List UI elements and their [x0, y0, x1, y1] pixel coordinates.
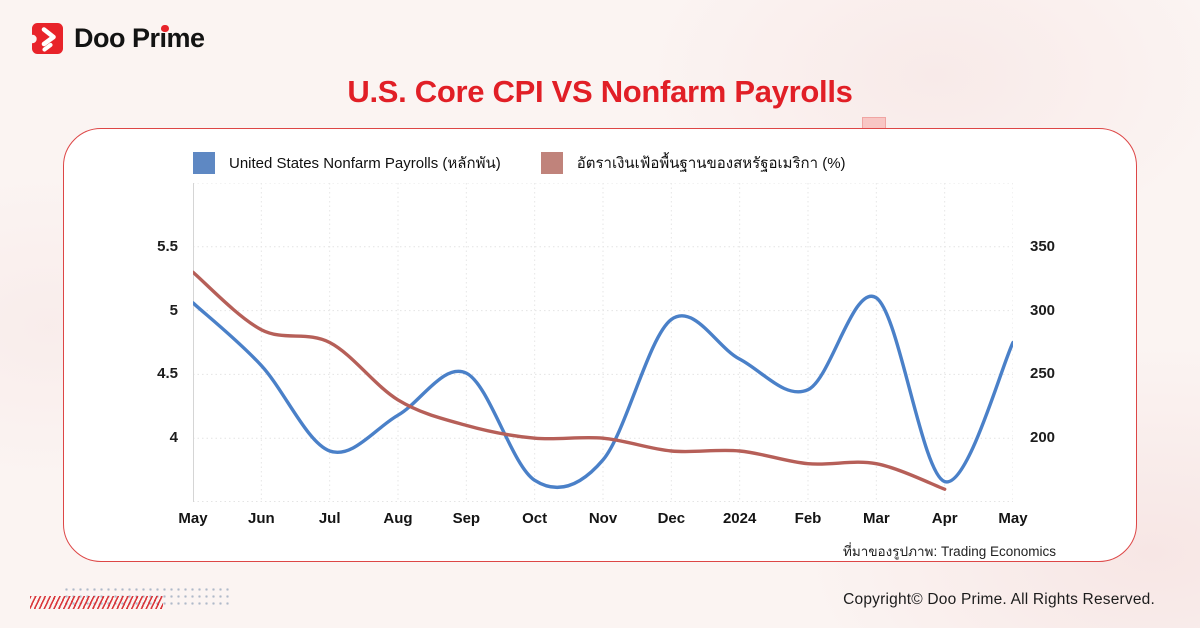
x-axis-label: Sep — [452, 510, 481, 527]
decorative-pink-tab — [862, 117, 886, 130]
nonfarm-payrolls-swatch — [193, 152, 215, 174]
doo-prime-logo: Doo Prime — [32, 21, 205, 55]
x-axis-label: Apr — [931, 510, 958, 527]
doo-prime-wordmark: Doo Prime — [74, 21, 205, 55]
line-chart — [193, 183, 1013, 502]
chart-card — [63, 128, 1137, 562]
x-axis-label: May — [178, 510, 208, 527]
x-axis-label: Feb — [794, 510, 822, 527]
source-note: ที่มาของรูปภาพ: Trading Economics — [842, 544, 1056, 559]
legend-label: United States Nonfarm Payrolls (หลักพัน) — [229, 155, 501, 172]
left-tick-label: 4 — [169, 429, 178, 447]
doo-prime-logo-icon — [32, 22, 63, 54]
doo-prime-wordmark-text: Doo Prime — [74, 23, 205, 53]
x-axis-label: Aug — [383, 510, 413, 527]
x-axis-label: Jun — [247, 510, 275, 527]
chart-legend: United States Nonfarm Payrolls (หลักพัน)… — [193, 151, 846, 175]
series-line-0 — [193, 294, 1013, 490]
legend-item-core-cpi: อัตราเงินเฟ้อพื้นฐานของสหรัฐอเมริกา (%) — [540, 151, 846, 175]
x-axis-label: Mar — [862, 510, 890, 527]
x-axis-label: Jul — [318, 510, 341, 527]
left-tick-label: 4.5 — [157, 365, 178, 383]
x-axis-label: Nov — [588, 510, 618, 527]
decorative-stripe-bar — [30, 596, 163, 609]
right-tick-label: 250 — [1030, 365, 1056, 383]
legend-item-nonfarm-payrolls: United States Nonfarm Payrolls (หลักพัน) — [193, 151, 501, 175]
x-axis-label: May — [998, 510, 1028, 527]
right-tick-label: 200 — [1030, 429, 1056, 447]
logo-i-dot — [161, 24, 169, 32]
x-axis-label: 2024 — [722, 510, 757, 527]
series-line-1 — [193, 270, 947, 491]
x-axis-label: Oct — [522, 510, 548, 527]
right-tick-label: 300 — [1030, 301, 1056, 319]
right-tick-label: 350 — [1030, 237, 1056, 255]
core-cpi-swatch — [540, 152, 563, 174]
page-title: U.S. Core CPI VS Nonfarm Payrolls — [347, 74, 853, 109]
left-tick-label: 5 — [169, 301, 178, 319]
left-tick-label: 5.5 — [157, 237, 178, 255]
copyright-text: Copyright© Doo Prime. All Rights Reserve… — [843, 591, 1155, 608]
x-axis-label: Dec — [657, 510, 686, 527]
legend-label: อัตราเงินเฟ้อพื้นฐานของสหรัฐอเมริกา (%) — [576, 155, 846, 172]
